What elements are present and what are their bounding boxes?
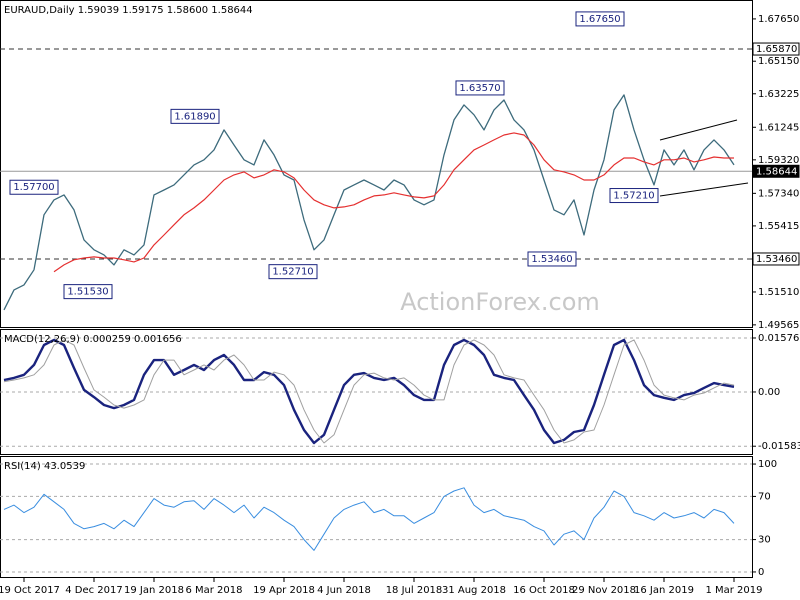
x-tick-label: 19 Jan 2018 [124,585,184,596]
y-tick-label: 1.51510 [758,287,799,298]
annotation-label: 1.63570 [459,83,500,94]
x-tick-label: 6 Mar 2018 [185,585,242,596]
panel-title: MACD(12,26,9) 0.000259 0.001656 [4,334,182,345]
annotation-box [575,11,625,27]
annotation-label: 1.51530 [67,287,108,298]
panel-title: EURAUD,Daily 1.59039 1.59175 1.58600 1.5… [4,5,253,16]
y-tick-label: 1.65150 [758,56,799,67]
annotation-label: 1.61890 [174,111,215,122]
level-label-box [752,252,800,266]
annotation-label: 1.52710 [272,267,313,278]
series-line [3,94,735,311]
y-tick-label: 1.61245 [758,122,799,133]
y-tick-label: 1.55415 [758,221,799,232]
series-line [53,132,734,273]
level-label: 1.53460 [756,254,797,265]
y-tick-label: 1.49565 [758,320,799,331]
channel-lower [659,182,749,197]
y-tick-label: 0 [758,567,764,578]
x-tick-label: 19 Apr 2018 [253,585,315,596]
y-tick-label: 0.00 [758,387,780,398]
annotation-label: 1.57210 [613,191,654,202]
series-line [3,338,735,445]
x-tick-label: 18 Jul 2018 [386,585,443,596]
series-line [3,487,735,551]
channel-upper [659,119,738,141]
y-tick-label: 30 [758,535,771,546]
series-line [3,339,735,444]
x-tick-label: 19 Oct 2017 [0,585,60,596]
panel-frame [0,456,753,578]
y-tick-label: 1.57340 [758,188,799,199]
y-tick-label: 1.63225 [758,89,799,100]
x-tick-label: 4 Dec 2017 [65,585,123,596]
level-label: 1.58644 [756,166,797,177]
annotation-box [609,188,659,204]
annotation-label: 1.67650 [579,14,620,25]
x-tick-label: 1 Mar 2019 [705,585,762,596]
level-label-box [752,164,800,178]
y-tick-label: 100 [758,459,777,470]
annotation-box [9,179,59,195]
y-tick-label: 1.67650 [758,14,799,25]
x-tick-label: 4 Jun 2018 [317,585,371,596]
annotation-box [455,80,505,96]
y-tick-label: -0.015834 [758,441,800,452]
panel-frame [0,0,753,328]
annotation-label: 1.53460 [531,254,572,265]
annotation-box [527,251,577,267]
y-tick-label: 1.59320 [758,155,799,166]
annotation-box [170,108,220,124]
x-tick-label: 29 Nov 2018 [572,585,636,596]
y-tick-label: 0.015762 [758,333,800,344]
y-tick-label: 70 [758,491,771,502]
annotation-box [63,284,113,300]
x-tick-label: 31 Aug 2018 [442,585,506,596]
panel-title: RSI(14) 43.0539 [4,461,85,472]
annotation-box [268,264,318,280]
watermark: ActionForex.com [400,288,600,316]
x-tick-label: 16 Jan 2019 [634,585,694,596]
level-label-box [752,42,800,56]
annotation-label: 1.57700 [13,182,54,193]
level-label: 1.65870 [756,44,797,55]
x-tick-label: 16 Oct 2018 [513,585,575,596]
